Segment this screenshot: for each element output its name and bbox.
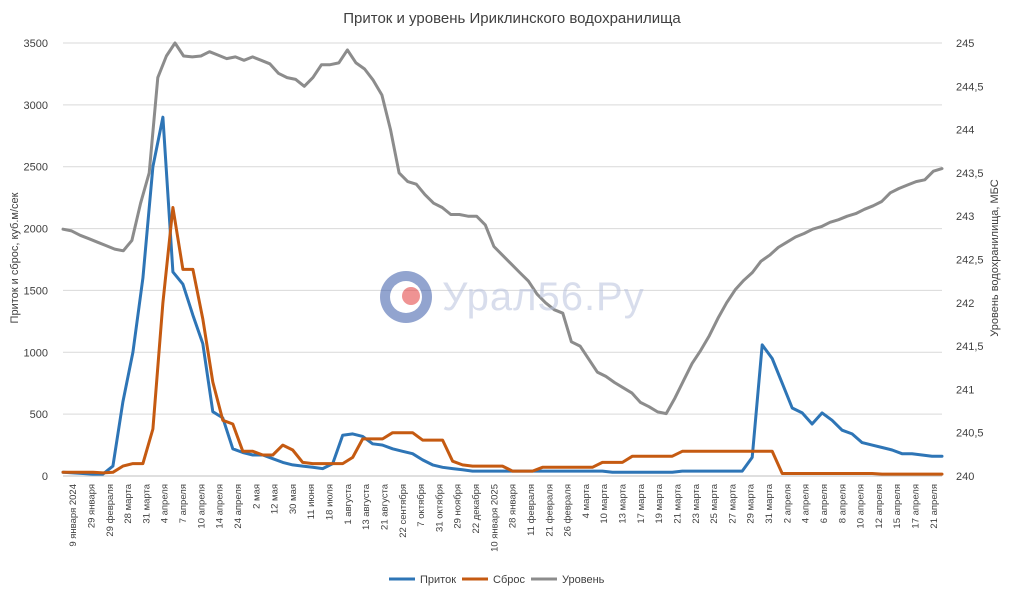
x-tick-label: 4 апреля: [801, 484, 812, 523]
x-tick-label: 10 марта: [599, 483, 610, 523]
x-tick-label: 30 мая: [288, 484, 299, 514]
x-tick-label: 14 апреля: [215, 484, 226, 529]
x-tick-label: 17 марта: [636, 483, 647, 523]
y-tick-label: 3000: [24, 100, 48, 112]
y-tick-label: 2500: [24, 162, 48, 174]
y2-tick-label: 245: [956, 38, 974, 50]
chart-title: Приток и уровень Ириклинского водохранил…: [343, 10, 681, 27]
series-lines: [61, 41, 944, 476]
x-tick-label: 6 апреля: [819, 484, 830, 523]
series-line-Уровень: [61, 41, 944, 416]
x-tick-label: 7 апреля: [178, 484, 189, 523]
x-tick-label: 31 марта: [141, 483, 152, 523]
y2-tick-label: 243: [956, 211, 974, 223]
x-tick-label: 21 февраля: [544, 484, 555, 537]
x-tick-label: 22 декабря: [471, 484, 482, 533]
x-tick-label: 24 апреля: [233, 484, 244, 529]
x-tick-label: 11 февраля: [526, 484, 537, 536]
legend-label: Уровень: [562, 574, 605, 586]
y2-axis-label: Уровень водохранилища, МБС: [989, 179, 1001, 336]
y2-tick-label: 244,5: [956, 81, 984, 93]
x-tick-label: 22 сентября: [398, 484, 409, 538]
x-tick-label: 27 марта: [727, 483, 738, 523]
series-line-Сброс: [61, 206, 944, 476]
y2-tick-label: 241: [956, 384, 974, 396]
y2-tick-label: 244: [956, 125, 974, 137]
x-tick-label: 7 октября: [416, 484, 427, 527]
x-tick-label: 23 марта: [691, 483, 702, 523]
x-tick-label: 10 января 2025: [489, 484, 500, 552]
legend: Приток Сброс Уровень: [389, 574, 605, 586]
x-tick-label: 2 мая: [251, 484, 262, 509]
x-tick-label: 19 марта: [654, 483, 665, 523]
x-tick-label: 15 апреля: [892, 484, 903, 529]
legend-label: Приток: [420, 574, 456, 586]
y2-tick-label: 240,5: [956, 428, 984, 440]
y2-tick-label: 242,5: [956, 255, 984, 267]
x-tick-label: 31 октября: [434, 484, 445, 532]
watermark-logo-icon: [380, 271, 432, 323]
axes: 0 500 1000 1500 2000 2500 3000 3500 240 240,5 241 2…: [24, 38, 984, 552]
x-tick-label: 13 августа: [361, 483, 372, 530]
x-tick-label: 21 апреля: [929, 484, 940, 529]
x-tick-label: 21 августа: [380, 483, 391, 530]
x-tick-label: 13 марта: [618, 483, 629, 523]
x-tick-label: 2 апреля: [782, 484, 793, 523]
x-tick-label: 9 января 2024: [68, 484, 79, 547]
legend-label: Сброс: [493, 574, 525, 586]
x-tick-label: 10 апреля: [856, 484, 867, 529]
y-tick-label: 3500: [24, 38, 48, 50]
y-tick-label: 0: [42, 471, 48, 483]
x-tick-label: 11 июня: [306, 484, 317, 519]
x-tick-label: 17 апреля: [911, 484, 922, 529]
y-tick-label: 1000: [24, 347, 48, 359]
x-tick-label: 8 апреля: [837, 484, 848, 523]
x-tick-label: 26 февраля: [563, 484, 574, 537]
x-tick-label: 21 марта: [673, 483, 684, 523]
x-tick-label: 10 апреля: [196, 484, 207, 529]
x-tick-label: 29 ноября: [453, 484, 464, 529]
watermark-text: Урал56.Ру: [442, 274, 645, 319]
y2-tick-label: 243,5: [956, 168, 984, 180]
x-tick-label: 12 апреля: [874, 484, 885, 529]
gridlines: [63, 42, 942, 477]
x-tick-label: 29 марта: [746, 483, 757, 523]
x-tick-label: 1 августа: [343, 483, 354, 524]
x-tick-label: 29 февраля: [105, 484, 116, 537]
series-line-Приток: [61, 115, 944, 476]
y2-tick-label: 240: [956, 471, 974, 483]
x-tick-label: 28 января: [508, 484, 519, 528]
watermark: Урал56.Ру: [380, 267, 645, 327]
y-axis-label: Приток и сброс, куб.м/сек: [9, 192, 21, 323]
y-tick-label: 2000: [24, 224, 48, 236]
y-tick-label: 500: [30, 409, 48, 421]
x-tick-label: 25 марта: [709, 483, 720, 523]
x-tick-label: 12 мая: [270, 484, 281, 514]
y-tick-label: 1500: [24, 285, 48, 297]
x-tick-label: 31 марта: [764, 483, 775, 523]
x-tick-label: 18 июля: [325, 484, 336, 520]
y2-tick-label: 242: [956, 298, 974, 310]
x-tick-label: 28 марта: [123, 483, 134, 523]
y2-tick-label: 241,5: [956, 341, 984, 353]
x-tick-label: 4 апреля: [160, 484, 171, 523]
x-tick-label: 29 января: [87, 484, 98, 528]
x-tick-label: 4 марта: [581, 483, 592, 518]
